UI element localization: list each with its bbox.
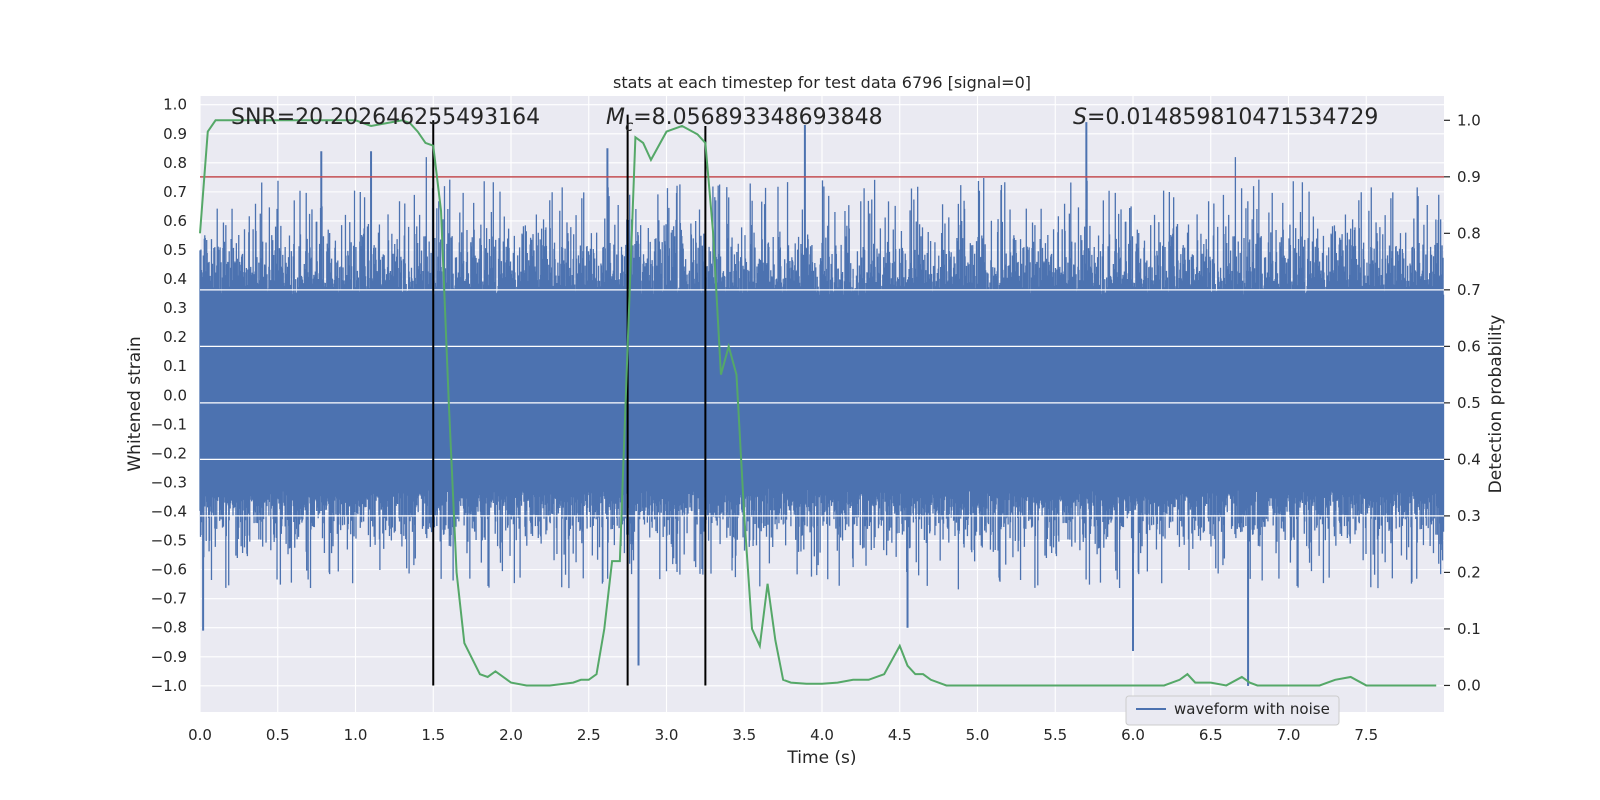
y-left-tick-label: 0.7 [163,183,187,201]
y-left-tick-label: 0.6 [163,212,187,230]
y-left-tick-label: 0.8 [163,154,187,172]
y-left-tick-label: 0.0 [163,386,187,404]
x-tick-label: 7.0 [1277,726,1301,744]
y-left-tick-label: −0.9 [151,648,187,666]
chirp-mass-annotation: Mc=8.056893348693848 [606,105,883,135]
y-left-axis-ticks: 1.0 0.9 0.8 0.7 0.6 0.5 0.4 0.3 0.2 0.1 0.0 −0.1 −0.… [151,96,187,695]
y-left-tick-label: −0.7 [151,590,187,608]
y-left-tick-label: −0.5 [151,532,187,550]
y-right-tick-label: 0.7 [1457,281,1481,299]
y-left-tick-label: −0.8 [151,619,187,637]
y-left-tick-label: −0.4 [151,503,187,521]
x-axis-ticks: 0.0 0.5 1.0 1.5 2.0 2.5 3.0 3.5 4.0 4.5 5.0 5.5 6.0 6… [188,726,1378,744]
y-left-axis-label: Whitened strain [125,336,145,471]
spin-symbol: S [1073,105,1087,130]
y-right-tick-label: 0.4 [1457,450,1481,468]
legend: waveform with noise [1125,695,1340,726]
y-right-tick-label: 0.5 [1457,394,1481,412]
x-tick-label: 6.0 [1121,726,1145,744]
y-left-tick-label: 0.1 [163,357,187,375]
y-left-tick-label: −0.1 [151,415,187,433]
x-tick-label: 6.5 [1199,726,1223,744]
x-tick-label: 0.0 [188,726,212,744]
spin-value: =0.014859810471534729 [1087,105,1378,130]
x-tick-label: 0.5 [266,726,290,744]
x-tick-label: 4.0 [810,726,834,744]
x-tick-label: 3.5 [732,726,756,744]
spin-annotation: S=0.014859810471534729 [1073,105,1378,130]
x-tick-label: 4.5 [888,726,912,744]
snr-annotation: SNR=20.202646255493164 [231,105,540,130]
y-left-tick-label: −0.3 [151,473,187,491]
legend-label: waveform with noise [1174,700,1330,718]
y-right-tick-label: 0.2 [1457,563,1481,581]
y-right-tick-label: 0.3 [1457,507,1481,525]
chirp-mass-value: =8.056893348693848 [633,105,882,130]
x-tick-label: 2.0 [499,726,523,744]
x-tick-label: 1.0 [344,726,368,744]
legend-box [1125,695,1340,726]
y-right-tick-label: 0.8 [1457,224,1481,242]
x-tick-label: 3.0 [655,726,679,744]
chirp-mass-subscript: c [625,117,634,135]
strain-series [199,122,1445,686]
y-left-tick-label: −1.0 [151,677,187,695]
strain-waveform [199,157,1445,590]
y-right-tick-label: 0.9 [1457,168,1481,186]
x-tick-label: 1.5 [421,726,445,744]
chirp-mass-symbol: M [606,105,625,130]
y-left-tick-label: 0.2 [163,328,187,346]
y-left-tick-label: 1.0 [163,96,187,114]
x-axis-label: Time (s) [786,748,856,768]
y-right-axis-label: Detection probability [1486,315,1506,494]
x-tick-label: 7.5 [1354,726,1378,744]
y-left-tick-label: −0.2 [151,444,187,462]
y-left-tick-label: 0.5 [163,241,187,259]
chart-title: stats at each timestep for test data 679… [613,73,1031,92]
y-right-tick-label: 0.1 [1457,620,1481,638]
x-tick-label: 5.5 [1043,726,1067,744]
y-left-tick-label: −0.6 [151,561,187,579]
y-right-tick-label: 0.0 [1457,676,1481,694]
probability-line [199,119,1437,687]
x-tick-label: 2.5 [577,726,601,744]
y-left-tick-label: 0.3 [163,299,187,317]
y-right-tick-label: 1.0 [1457,111,1481,129]
y-right-tick-label: 0.6 [1457,337,1481,355]
x-tick-label: 5.0 [966,726,990,744]
vertical-markers [432,114,707,686]
y-right-axis-ticks: 1.0 0.9 0.8 0.7 0.6 0.5 0.4 0.3 0.2 0.1 0.0 [1444,111,1481,694]
y-left-tick-label: 0.9 [163,125,187,143]
probability-series [199,119,1437,687]
y-left-tick-label: 0.4 [163,270,187,288]
